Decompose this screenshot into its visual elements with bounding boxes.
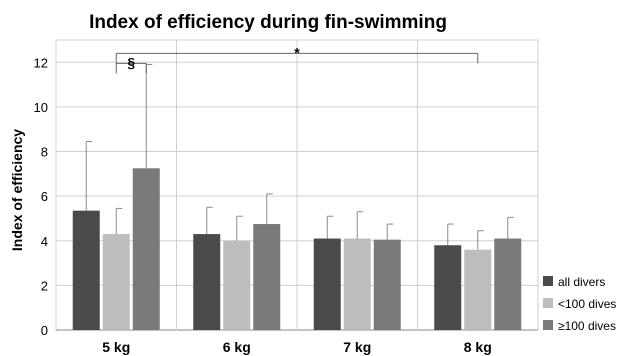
y-tick-label: 4 (41, 234, 48, 249)
significance-annotations: §* (115, 44, 479, 74)
x-tick-label: 7 kg (343, 339, 371, 355)
legend-swatch (543, 276, 553, 286)
x-tick-label: 5 kg (102, 339, 130, 355)
legend-label: all divers (558, 275, 605, 289)
legend-label: ≥100 dives (558, 319, 616, 333)
chart-title: Index of efficiency during fin-swimming (89, 12, 447, 33)
x-axis-ticks: 5 kg 6 kg 7 kg 8 kg (102, 339, 492, 355)
bar (72, 210, 100, 330)
y-axis-label: Index of efficiency (9, 129, 25, 251)
y-tick-label: 2 (41, 278, 48, 293)
legend: all divers <100 dives ≥100 dives (543, 275, 616, 333)
bar (464, 249, 492, 330)
legend-swatch (543, 298, 553, 308)
legend-swatch (543, 320, 553, 330)
y-tick-label: 0 (41, 323, 48, 338)
bar (434, 245, 462, 330)
y-tick-label: 10 (34, 100, 48, 115)
x-tick-label: 8 kg (464, 339, 492, 355)
significance-marker: * (294, 44, 300, 60)
error-bars (85, 64, 514, 250)
significance-marker: § (127, 54, 135, 70)
y-tick-label: 12 (34, 55, 48, 70)
bars (72, 168, 522, 330)
bar (494, 238, 522, 330)
bar (373, 239, 401, 330)
bar (343, 238, 371, 330)
bar (102, 234, 130, 330)
bar (193, 234, 221, 330)
x-tick-label: 6 kg (223, 339, 251, 355)
bar (223, 240, 251, 330)
y-tick-label: 8 (41, 145, 48, 160)
legend-label: <100 dives (558, 297, 616, 311)
y-tick-label: 6 (41, 189, 48, 204)
y-axis-ticks: 0 2 4 6 8 10 12 (34, 55, 48, 338)
bar (313, 238, 341, 330)
bar (132, 168, 160, 330)
bar (253, 224, 281, 330)
